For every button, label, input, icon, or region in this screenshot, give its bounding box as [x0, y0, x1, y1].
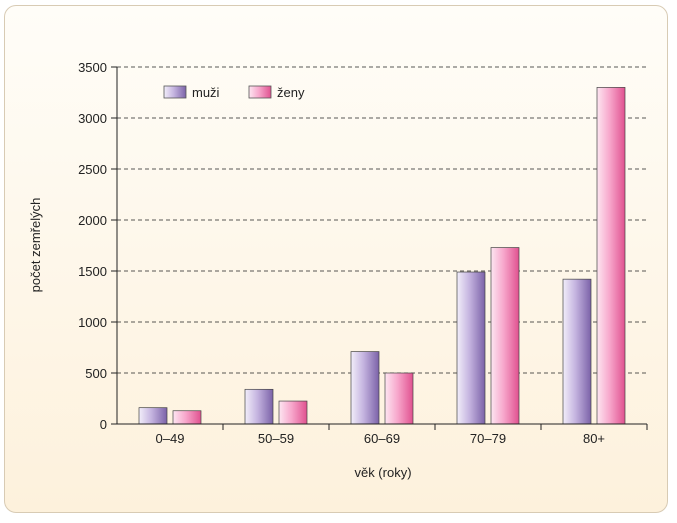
bars [138, 87, 626, 425]
bar-muzi [456, 271, 486, 425]
y-tick-label: 2500 [78, 162, 107, 177]
gridlines [117, 66, 647, 374]
x-tick-label: 80+ [583, 431, 605, 446]
x-axis-title: věk (roky) [354, 465, 411, 480]
x-tick-label: 60–69 [364, 431, 400, 446]
y-tick-label: 500 [85, 366, 107, 381]
bar-muzi [138, 407, 168, 425]
y-tick-label: 3000 [78, 111, 107, 126]
x-tick-label: 0–49 [156, 431, 185, 446]
legend-swatch-zeny [248, 85, 272, 99]
bar-muzi [244, 388, 274, 425]
legend-label-muzi: muži [192, 85, 220, 100]
x-tick-label: 70–79 [470, 431, 506, 446]
chart-frame [4, 5, 668, 513]
legend-swatch-muzi [163, 85, 187, 99]
axes: 0 500 1000 1500 2000 2500 3000 3500 0–49 50–59 60–… [78, 60, 648, 446]
y-tick-label: 1000 [78, 315, 107, 330]
bar-zeny [278, 400, 308, 425]
y-tick-label: 0 [100, 417, 107, 432]
bar-zeny [596, 87, 626, 425]
legend-label-zeny: ženy [277, 85, 305, 100]
x-tick-label: 50–59 [258, 431, 294, 446]
bar-zeny [172, 410, 202, 425]
bar-zeny [490, 247, 520, 425]
bar-muzi [562, 278, 592, 425]
y-axis-title: počet zemřelých [28, 198, 43, 293]
legend: muži ženy [163, 85, 305, 100]
bar-zeny [384, 372, 414, 425]
bar-muzi [350, 351, 380, 425]
y-tick-label: 3500 [78, 60, 107, 75]
y-tick-label: 1500 [78, 264, 107, 279]
y-tick-label: 2000 [78, 213, 107, 228]
